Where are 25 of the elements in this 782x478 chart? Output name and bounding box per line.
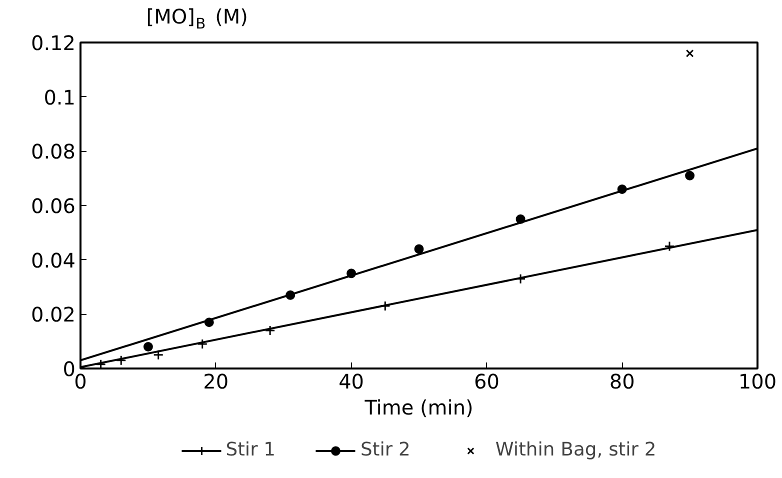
x-axis-title: Time (min) (364, 396, 474, 420)
x-tick-label: 20 (203, 370, 229, 394)
y-tick-label: 0.06 (30, 194, 76, 218)
legend-label: Within Bag, stir 2 (495, 440, 656, 460)
point (197, 338, 208, 350)
x-tick-label: 100 (738, 370, 777, 394)
x-tick-label: 80 (609, 370, 635, 394)
point (143, 342, 153, 352)
x-tick-label: 40 (338, 370, 364, 394)
point (116, 355, 126, 366)
point (685, 170, 695, 180)
y-tick-label: 0.04 (30, 248, 76, 272)
y-tick-label: 0.02 (30, 302, 76, 327)
point (96, 359, 106, 368)
legend-label: Stir 2 (360, 440, 410, 460)
point (686, 49, 694, 58)
y-tick-label: 0.08 (30, 140, 76, 164)
y-tick-label: 0.12 (30, 31, 76, 55)
point (264, 325, 276, 336)
x-tick-label: 60 (474, 370, 500, 394)
legend-label: Stir 1 (226, 440, 276, 460)
point (414, 244, 424, 254)
point (153, 350, 164, 360)
y-tick-label: 0.1 (44, 85, 76, 110)
point (664, 241, 675, 252)
